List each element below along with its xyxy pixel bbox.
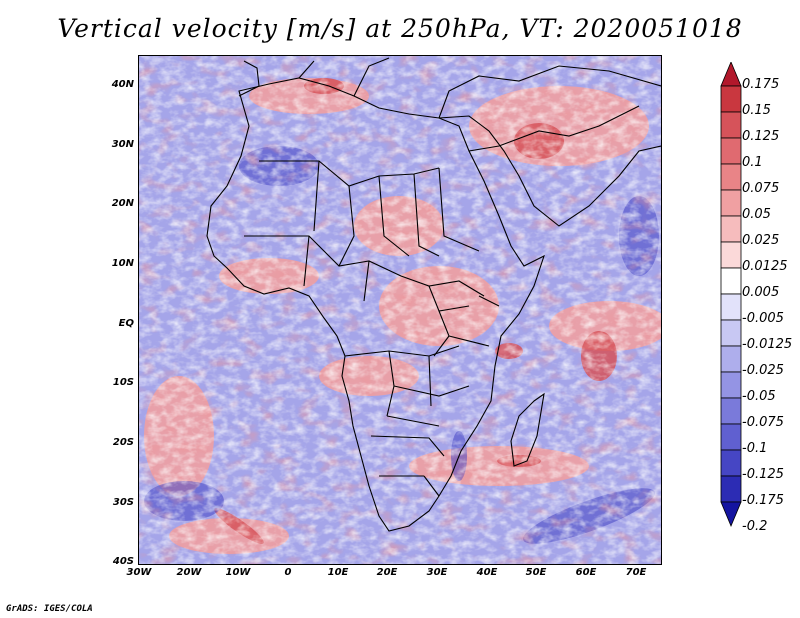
lat-tick-label: 40N bbox=[111, 79, 134, 90]
lat-tick-label: EQ bbox=[118, 318, 134, 329]
lat-tick-label: 30S bbox=[112, 497, 134, 508]
lon-tick-label: 40E bbox=[476, 567, 498, 578]
colorbar-level-label: -0.175 bbox=[742, 493, 784, 508]
colorbar-level-label: -0.0125 bbox=[742, 337, 793, 352]
colorbar-box bbox=[720, 423, 742, 451]
colorbar-level-label: 0.0125 bbox=[742, 259, 788, 274]
colorbar-level-label: 0.075 bbox=[742, 181, 780, 196]
colorbar-box bbox=[720, 215, 742, 243]
colorbar-level-label: -0.005 bbox=[742, 311, 784, 326]
colorbar-level-label: -0.125 bbox=[742, 467, 784, 482]
lat-tick-label: 10N bbox=[111, 258, 134, 269]
lat-tick-label: 20S bbox=[112, 437, 134, 448]
colorbar-level-label: 0.005 bbox=[742, 285, 780, 300]
colorbar-level-label: 0.15 bbox=[742, 103, 771, 118]
colorbar-level-label: 0.1 bbox=[742, 155, 763, 170]
colorbar-level-label: 0.025 bbox=[742, 233, 780, 248]
colorbar-box bbox=[720, 111, 742, 139]
colorbar-box bbox=[720, 163, 742, 191]
lon-tick-label: 10E bbox=[327, 567, 349, 578]
colorbar-box bbox=[720, 189, 742, 217]
colorbar-level-label: -0.1 bbox=[742, 441, 768, 456]
lon-tick-label: 20W bbox=[176, 567, 202, 578]
colorbar-top-triangle bbox=[720, 62, 742, 87]
colorbar-level-label: -0.025 bbox=[742, 363, 784, 378]
colorbar-box bbox=[720, 397, 742, 425]
lon-tick-label: 30E bbox=[426, 567, 448, 578]
colorbar-box bbox=[720, 449, 742, 477]
lat-tick-label: 40S bbox=[112, 556, 134, 567]
lat-tick-label: 30N bbox=[111, 139, 134, 150]
lat-tick-label: 20N bbox=[111, 198, 134, 209]
map-title: Vertical velocity [m/s] at 250hPa, VT: 2… bbox=[57, 14, 743, 43]
colorbar-box bbox=[720, 371, 742, 399]
velocity-field-map bbox=[139, 56, 661, 564]
colorbar-box bbox=[720, 319, 742, 347]
colorbar-box bbox=[720, 475, 742, 503]
colorbar-box bbox=[720, 345, 742, 373]
lon-tick-label: 50E bbox=[525, 567, 547, 578]
grads-credit: GrADS: IGES/COLA bbox=[6, 604, 93, 614]
lon-tick-label: 70E bbox=[625, 567, 647, 578]
colorbar-bottom-triangle bbox=[720, 501, 742, 528]
colorbar-level-label: -0.2 bbox=[742, 519, 768, 534]
colorbar bbox=[720, 62, 742, 528]
colorbar-level-label: 0.05 bbox=[742, 207, 771, 222]
colorbar-box bbox=[720, 85, 742, 113]
colorbar-box bbox=[720, 293, 742, 321]
map-plot-area bbox=[138, 55, 662, 565]
colorbar-box bbox=[720, 241, 742, 269]
lat-tick-label: 10S bbox=[112, 377, 134, 388]
colorbar-level-label: -0.05 bbox=[742, 389, 776, 404]
lon-tick-label: 0 bbox=[284, 567, 292, 578]
colorbar-box bbox=[720, 267, 742, 295]
lon-tick-label: 20E bbox=[376, 567, 398, 578]
colorbar-level-label: -0.075 bbox=[742, 415, 784, 430]
colorbar-level-label: 0.175 bbox=[742, 77, 780, 92]
colorbar-level-label: 0.125 bbox=[742, 129, 780, 144]
lon-tick-label: 10W bbox=[225, 567, 251, 578]
lon-tick-label: 60E bbox=[575, 567, 597, 578]
colorbar-box bbox=[720, 137, 742, 165]
coastline-borders bbox=[206, 57, 661, 532]
lon-tick-label: 30W bbox=[126, 567, 152, 578]
